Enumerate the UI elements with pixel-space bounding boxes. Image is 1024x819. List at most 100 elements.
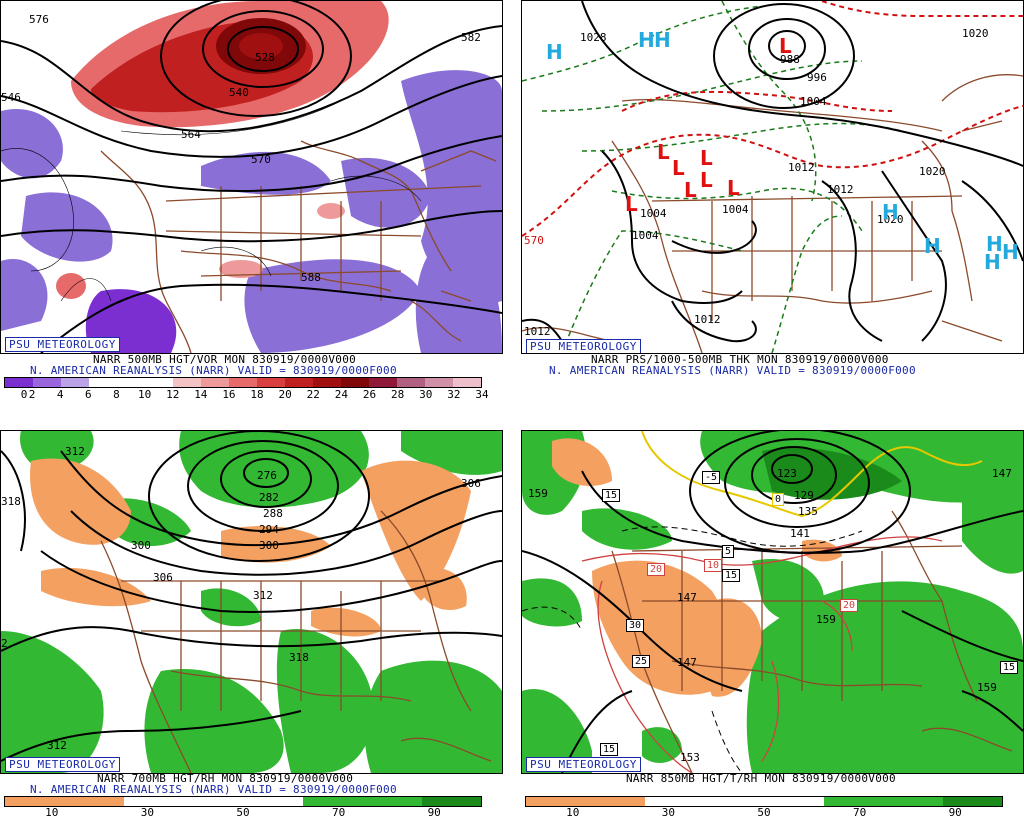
contour-labels-500mb: 576 528 540 564 570 582 588 546 — [1, 13, 481, 284]
colorbar-segment — [285, 378, 313, 387]
colorbar-segment — [823, 797, 883, 806]
isobar-label-1012: 1012 — [788, 161, 815, 174]
low-marker: L — [684, 178, 697, 202]
isobar-label-1020: 1020 — [919, 165, 946, 178]
map-850mb-graphic: 159 123 129 135 141 147 147 159 159 153 … — [522, 431, 1023, 773]
height-label-153: 153 — [680, 751, 700, 764]
colorbar-tick: 4 — [56, 388, 64, 401]
colorbar-segment — [369, 378, 397, 387]
caption-line2-sfc: N. AMERICAN REANALYSIS (NARR) VALID = 83… — [549, 364, 916, 377]
map-sfc-graphic: 1028 988 996 1004 1012 1020 1004 1004 10… — [522, 1, 1023, 353]
colorbar-tick: 34 — [475, 388, 489, 401]
temperature-label: 10 — [704, 559, 723, 572]
colorbar-segment — [5, 797, 65, 806]
colorbar-segment — [645, 797, 705, 806]
colorbar-segment — [764, 797, 824, 806]
panel-700mb-rh: 312 318 276 282 288 294 300 300 306 306 … — [0, 418, 503, 819]
panel-sfc-pressure-thickness: 1028 988 996 1004 1012 1020 1004 1004 10… — [521, 0, 1024, 400]
map-700mb-graphic: 312 318 276 282 288 294 300 300 306 306 … — [1, 431, 502, 773]
psu-badge-sfc: PSU METEOROLOGY — [526, 339, 641, 353]
panel-500mb-vorticity: 576 528 540 564 570 582 588 546 PSU METE… — [0, 0, 503, 401]
temperature-label: 30 — [626, 619, 645, 632]
caption-line1-700mb: NARR 700MB HGT/RH MON 830919/0000V000 — [97, 772, 354, 785]
contour-label-576: 576 — [29, 13, 49, 26]
colorbar-segment — [313, 378, 341, 387]
colorbar-700mb — [4, 796, 482, 807]
contour-label-312b: 312 — [253, 589, 273, 602]
colorbar-ticks-500mb: 0 2 4 6 8 10 12 14 16 18 20 22 24 26 28 30 32 34 — [4, 388, 489, 401]
contour-label-312: 312 — [65, 445, 85, 458]
colorbar-segment — [243, 797, 303, 806]
height-label-159b: 159 — [816, 613, 836, 626]
height-label-141: 141 — [790, 527, 810, 540]
height-label-147: 147 — [677, 591, 697, 604]
high-marker: H — [882, 200, 899, 224]
colorbar-segment — [942, 797, 1002, 806]
colorbar-tick: 50 — [236, 806, 250, 819]
temperature-label: 15 — [600, 743, 619, 756]
contour-label-528: 528 — [255, 51, 275, 64]
isobar-label-1012b: 1012 — [694, 313, 721, 326]
colorbar-segment — [421, 797, 481, 806]
low-marker: L — [779, 34, 792, 58]
contour-label-318b: 318 — [289, 651, 309, 664]
colorbar-segment — [257, 378, 285, 387]
height-label-159c: 159 — [977, 681, 997, 694]
contour-label-306: 306 — [153, 571, 173, 584]
contour-label-288: 288 — [263, 507, 283, 520]
isobar-label-988: 988 — [780, 53, 800, 66]
panel-850mb-temp-rh: 159 123 129 135 141 147 147 159 159 153 … — [521, 418, 1024, 819]
colorbar-tick: 18 — [250, 388, 264, 401]
high-marker: H — [1002, 240, 1019, 264]
colorbar-tick: 10 — [566, 806, 580, 819]
colorbar-segment — [5, 378, 33, 387]
isobar-labels: 1028 988 996 1004 1012 1020 1004 1004 10… — [524, 27, 989, 338]
colorbar-segment — [302, 797, 362, 806]
temperature-label: 5 — [722, 545, 735, 558]
height-label-159: 159 — [528, 487, 548, 500]
temperature-label: 15 — [602, 489, 621, 502]
low-marker: L — [700, 168, 713, 192]
high-marker: H — [924, 234, 941, 258]
contour-label-546: 546 — [1, 91, 21, 104]
isobar-label-1004c: 1004 — [632, 229, 659, 242]
colorbar-segment — [704, 797, 764, 806]
colorbar-segment — [183, 797, 243, 806]
colorbar-850mb — [525, 796, 1003, 807]
high-marker: H — [638, 28, 655, 52]
temperature-label: 20 — [647, 563, 666, 576]
colorbar-ticks-850mb: 10 30 50 70 90 — [525, 807, 1001, 819]
contour-label-570: 570 — [251, 153, 271, 166]
colorbar-tick: 10 — [137, 388, 152, 401]
isobar-label-1020c: 1020 — [877, 213, 904, 226]
caption-line1-500mb: NARR 500MB HGT/VOR MON 830919/0000V000 — [93, 353, 357, 366]
contour-labels-700mb: 312 318 276 282 288 294 300 300 306 306 … — [1, 445, 481, 752]
colorbar-tick: 30 — [419, 388, 433, 401]
colorbar-segment — [453, 378, 481, 387]
height-labels-850mb: 159 123 129 135 141 147 147 159 159 153 … — [528, 467, 1012, 764]
colorbar-500mb — [4, 377, 482, 388]
contour-label-306b: 306 — [461, 477, 481, 490]
contour-label-294: 294 — [259, 523, 279, 536]
temperature-label: 15 — [722, 569, 741, 582]
psu-badge-700mb: PSU METEOROLOGY — [5, 757, 120, 772]
map-sfc: 1028 988 996 1004 1012 1020 1004 1004 10… — [521, 0, 1024, 354]
contour-label-300: 300 — [259, 539, 279, 552]
colorbar-tick: 28 — [391, 388, 405, 401]
colorbar-segment — [425, 378, 453, 387]
colorbar-segment — [64, 797, 124, 806]
psu-badge-850mb: PSU METEOROLOGY — [526, 757, 641, 772]
colorbar-tick: 10 — [45, 806, 59, 819]
colorbar-tick: 14 — [194, 388, 208, 401]
low-marker: L — [727, 176, 740, 200]
colorbar-tick: 32 — [447, 388, 461, 401]
colorbar-segment — [526, 797, 586, 806]
colorbar-tick: 90 — [427, 806, 441, 819]
caption-line1-sfc: NARR PRS/1000-500MB THK MON 830919/0000V… — [591, 353, 889, 366]
colorbar-tick: 26 — [362, 388, 377, 401]
isobar-label-1012d: 1012 — [524, 325, 551, 338]
colorbar-tick: 2 — [28, 388, 36, 401]
contour-label-582: 582 — [461, 31, 481, 44]
colorbar-segment — [362, 797, 422, 806]
caption-line2-700mb: N. AMERICAN REANALYSIS (NARR) VALID = 83… — [30, 783, 397, 796]
